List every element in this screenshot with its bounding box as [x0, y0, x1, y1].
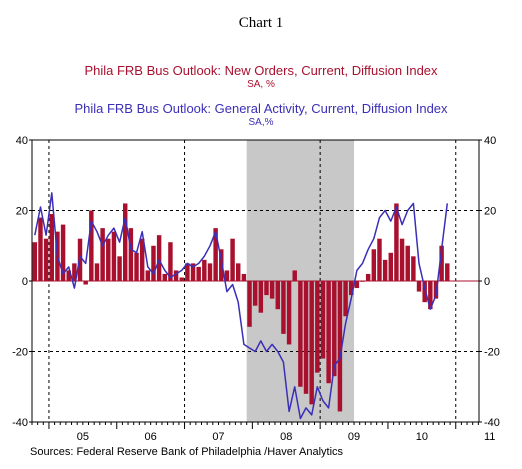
- y-tick-label-left: -40: [12, 417, 28, 429]
- new-orders-bar: [134, 252, 139, 281]
- new-orders-bar: [269, 281, 275, 299]
- new-orders-bar: [247, 281, 252, 327]
- new-orders-bar: [106, 238, 111, 281]
- x-tick-label: 09: [348, 431, 360, 443]
- new-orders-bar: [365, 273, 371, 281]
- new-orders-bar: [377, 238, 382, 281]
- new-orders-bar: [207, 263, 213, 281]
- y-tick-label-left: 40: [16, 135, 28, 147]
- general-activity-line: [34, 192, 449, 420]
- new-orders-bar: [83, 281, 88, 285]
- series1-title: Phila FRB Bus Outlook: New Orders, Curre…: [84, 63, 438, 78]
- y-tick-label-right: -40: [484, 417, 500, 429]
- y-tick-label-right: 20: [484, 206, 496, 218]
- x-tick-label: 11: [484, 431, 495, 443]
- new-orders-bar: [38, 217, 43, 281]
- new-orders-bar: [264, 281, 269, 296]
- x-tick-label: 08: [280, 431, 292, 443]
- new-orders-bar: [388, 252, 393, 281]
- y-tick-label-right: 0: [484, 276, 490, 288]
- new-orders-bar: [100, 228, 105, 281]
- new-orders-bar: [354, 281, 360, 289]
- new-orders-bar: [151, 245, 156, 281]
- label-layer: 40 40 20 20 0 0 -20 -20 -40 -40 05 06 07 08 09 10 11: [12, 135, 500, 443]
- new-orders-bar: [405, 245, 410, 281]
- new-orders-bar: [332, 281, 337, 377]
- x-tick-label: 06: [145, 431, 157, 443]
- line-layer: [34, 192, 449, 420]
- new-orders-bar: [128, 228, 134, 281]
- source-note: Sources: Federal Reserve Bank of Philade…: [30, 446, 344, 458]
- y-tick-label-left: -20: [12, 347, 28, 359]
- new-orders-bar: [241, 273, 247, 281]
- new-orders-bar: [439, 245, 444, 281]
- new-orders-bar: [213, 228, 218, 281]
- new-orders-bar: [202, 259, 207, 281]
- series2-unit: SA,%: [248, 117, 274, 128]
- new-orders-bar: [94, 263, 100, 281]
- new-orders-bar: [337, 281, 343, 412]
- y-tick-label-left: 20: [16, 206, 28, 218]
- new-orders-bar: [309, 281, 314, 405]
- new-orders-bar: [286, 281, 292, 345]
- new-orders-bar: [236, 263, 241, 281]
- new-orders-bar: [190, 263, 196, 281]
- new-orders-bar: [292, 270, 297, 281]
- new-orders-bar: [399, 238, 405, 281]
- new-orders-bar: [371, 249, 377, 281]
- series1-unit: SA, %: [247, 79, 275, 90]
- series2-title: Phila FRB Bus Outlook: General Activity,…: [74, 101, 448, 116]
- new-orders-bar: [224, 270, 230, 281]
- new-orders-bar: [258, 281, 264, 313]
- new-orders-bar: [422, 281, 427, 303]
- new-orders-bar: [349, 281, 354, 296]
- x-tick-label: 05: [77, 431, 89, 443]
- new-orders-bar: [117, 256, 122, 281]
- x-tick-label: 07: [212, 431, 224, 443]
- new-orders-bar: [252, 281, 258, 306]
- new-orders-bar: [32, 242, 38, 281]
- new-orders-bar: [445, 263, 450, 281]
- new-orders-bar: [139, 238, 145, 281]
- new-orders-bar: [173, 270, 179, 281]
- new-orders-bar: [343, 281, 348, 317]
- new-orders-bar: [179, 277, 184, 281]
- new-orders-bar: [72, 263, 77, 281]
- bar-layer: [32, 203, 450, 412]
- y-tick-label-right: 40: [484, 135, 496, 147]
- new-orders-bar: [382, 259, 388, 281]
- new-orders-bar: [66, 270, 71, 281]
- new-orders-bar: [320, 281, 326, 359]
- new-orders-bar: [416, 281, 422, 292]
- new-orders-bar: [111, 231, 117, 281]
- new-orders-bar: [60, 224, 66, 281]
- new-orders-bar: [168, 242, 173, 281]
- new-orders-bar: [196, 266, 201, 281]
- new-orders-bar: [156, 235, 162, 281]
- new-orders-bar: [89, 210, 94, 281]
- new-orders-bar: [219, 249, 224, 281]
- new-orders-bar: [326, 281, 331, 384]
- new-orders-bar: [230, 238, 235, 281]
- new-orders-bar: [43, 238, 49, 281]
- new-orders-bar: [298, 281, 303, 387]
- new-orders-bar: [123, 203, 128, 281]
- new-orders-bar: [145, 270, 151, 281]
- y-tick-label-right: -20: [484, 347, 500, 359]
- new-orders-bar: [303, 281, 309, 394]
- new-orders-bar: [162, 273, 167, 281]
- new-orders-bar: [428, 281, 433, 310]
- new-orders-bar: [281, 281, 286, 334]
- y-tick-label-left: 0: [22, 276, 28, 288]
- x-tick-label: 10: [416, 431, 428, 443]
- chart-heading: Chart 1: [238, 15, 284, 31]
- new-orders-bar: [49, 214, 54, 281]
- new-orders-bar: [275, 281, 280, 310]
- new-orders-bar: [394, 203, 399, 281]
- new-orders-bar: [315, 281, 320, 373]
- new-orders-bar: [185, 263, 190, 281]
- new-orders-bar: [411, 256, 416, 281]
